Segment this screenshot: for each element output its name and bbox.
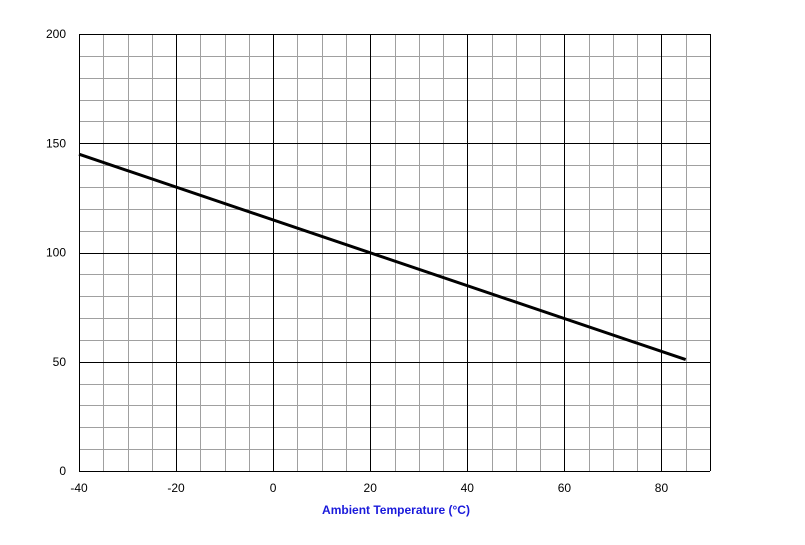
y-tick-labels: 0 50 100 150 200 [46,27,66,478]
x-tick-label: 20 [364,481,378,495]
x-tick-label: -20 [167,481,185,495]
y-tick-label: 100 [46,246,66,260]
x-tick-label: 0 [270,481,277,495]
minor-grid [79,34,711,472]
x-tick-label: 40 [461,481,475,495]
y-tick-label: 150 [46,136,66,150]
x-tick-label: -40 [70,481,88,495]
x-tick-label: 60 [558,481,572,495]
y-tick-label: 0 [59,464,66,478]
y-tick-label: 200 [46,27,66,41]
series-layer [78,152,687,362]
major-grid [79,34,711,472]
series-line [78,152,687,362]
x-axis-label: Ambient Temperature (°C) [322,503,470,517]
y-tick-label: 50 [53,355,67,369]
x-tick-labels: -40 -20 0 20 40 60 80 [70,481,668,495]
x-tick-label: 80 [655,481,669,495]
